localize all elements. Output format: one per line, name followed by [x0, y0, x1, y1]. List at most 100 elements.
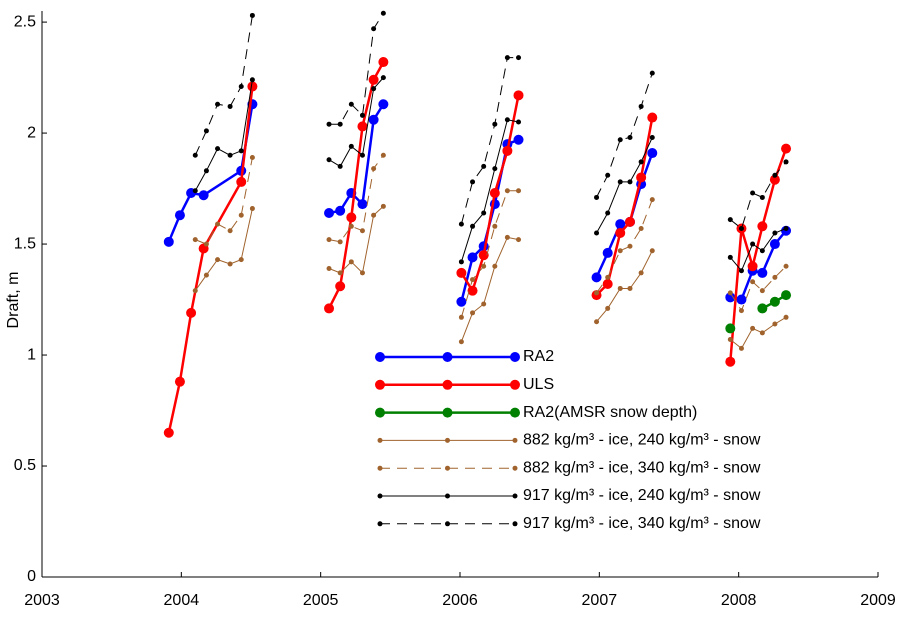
- legend-marker: [442, 407, 453, 418]
- data-point: [335, 281, 346, 292]
- legend-marker: [377, 465, 383, 471]
- data-point: [458, 221, 464, 227]
- data-point: [470, 310, 476, 316]
- data-point: [174, 210, 185, 221]
- data-point: [769, 239, 780, 250]
- data-point: [481, 301, 487, 307]
- legend-marker: [375, 407, 385, 418]
- data-point: [337, 121, 343, 127]
- data-point: [725, 323, 736, 334]
- y-tick-label: 1: [27, 346, 36, 363]
- data-point: [594, 319, 600, 325]
- data-point: [215, 101, 221, 107]
- data-point: [736, 294, 747, 305]
- series-line: [194, 205, 787, 350]
- data-point: [467, 285, 478, 296]
- legend-marker: [512, 493, 518, 499]
- data-point: [738, 226, 744, 232]
- data-point: [380, 152, 386, 158]
- data-point: [458, 339, 464, 345]
- data-point: [337, 163, 343, 169]
- data-point: [772, 321, 778, 327]
- series-line: [194, 77, 787, 272]
- data-point: [727, 254, 733, 260]
- data-point: [348, 143, 354, 149]
- data-point: [478, 250, 489, 261]
- data-point: [624, 216, 635, 227]
- y-axis-label: Draft, m: [5, 272, 22, 329]
- data-point: [348, 259, 354, 265]
- data-point: [638, 103, 644, 109]
- data-point: [481, 263, 487, 269]
- x-tick-label: 2008: [721, 592, 757, 609]
- data-point: [458, 259, 464, 265]
- data-point: [783, 159, 789, 165]
- data-point: [192, 188, 198, 194]
- data-point: [359, 112, 365, 118]
- data-point: [783, 314, 789, 320]
- data-point: [238, 212, 244, 218]
- data-point: [249, 77, 255, 83]
- data-point: [759, 248, 765, 254]
- legend-marker: [377, 493, 383, 499]
- data-point: [247, 81, 258, 92]
- data-point: [591, 272, 602, 283]
- legend-marker: [375, 352, 385, 362]
- data-point: [470, 277, 476, 283]
- data-point: [337, 239, 343, 245]
- data-point: [502, 145, 513, 156]
- data-point: [594, 230, 600, 236]
- data-point: [467, 252, 478, 263]
- data-point: [750, 241, 756, 247]
- data-point: [504, 117, 510, 123]
- data-point: [759, 288, 765, 294]
- data-point: [227, 228, 233, 234]
- x-tick-label: 2004: [164, 592, 200, 609]
- data-point: [481, 210, 487, 216]
- x-tick-label: 2007: [582, 592, 618, 609]
- data-point: [504, 55, 510, 61]
- data-point: [198, 190, 209, 201]
- data-point: [727, 290, 733, 296]
- legend-marker: [375, 379, 385, 390]
- legend-label: 917 kg/m³ - ice, 340 kg/m³ - snow: [523, 515, 761, 532]
- legend-label: 917 kg/m³ - ice, 240 kg/m³ - snow: [523, 487, 761, 504]
- data-point: [757, 267, 768, 278]
- legend-marker: [445, 493, 450, 499]
- data-point: [227, 103, 233, 109]
- data-point: [617, 248, 623, 254]
- data-point: [203, 272, 209, 278]
- data-point: [215, 146, 221, 152]
- data-point: [513, 134, 524, 145]
- data-point: [378, 99, 389, 110]
- data-point: [516, 237, 522, 243]
- legend-marker: [377, 437, 383, 443]
- data-point: [492, 121, 498, 127]
- x-tick-label: 2005: [303, 592, 339, 609]
- legend-label: RA2(AMSR snow depth): [523, 404, 697, 421]
- series-line: [194, 12, 787, 230]
- data-point: [772, 230, 778, 236]
- data-point: [725, 356, 736, 367]
- data-point: [617, 179, 623, 185]
- data-point: [368, 114, 379, 125]
- data-point: [380, 203, 386, 209]
- data-point: [627, 285, 633, 291]
- data-point: [594, 290, 600, 296]
- legend-label: RA2: [523, 348, 554, 365]
- legend-marker: [442, 379, 453, 390]
- data-point: [380, 10, 386, 16]
- data-point: [227, 261, 233, 267]
- data-point: [627, 179, 633, 185]
- data-point: [249, 12, 255, 18]
- data-point: [203, 241, 209, 247]
- data-point: [371, 212, 377, 218]
- data-point: [236, 176, 247, 187]
- data-point: [326, 157, 332, 163]
- data-point: [371, 86, 377, 92]
- data-point: [647, 112, 658, 123]
- data-point: [380, 75, 386, 81]
- data-point: [456, 296, 467, 307]
- data-point: [627, 135, 633, 141]
